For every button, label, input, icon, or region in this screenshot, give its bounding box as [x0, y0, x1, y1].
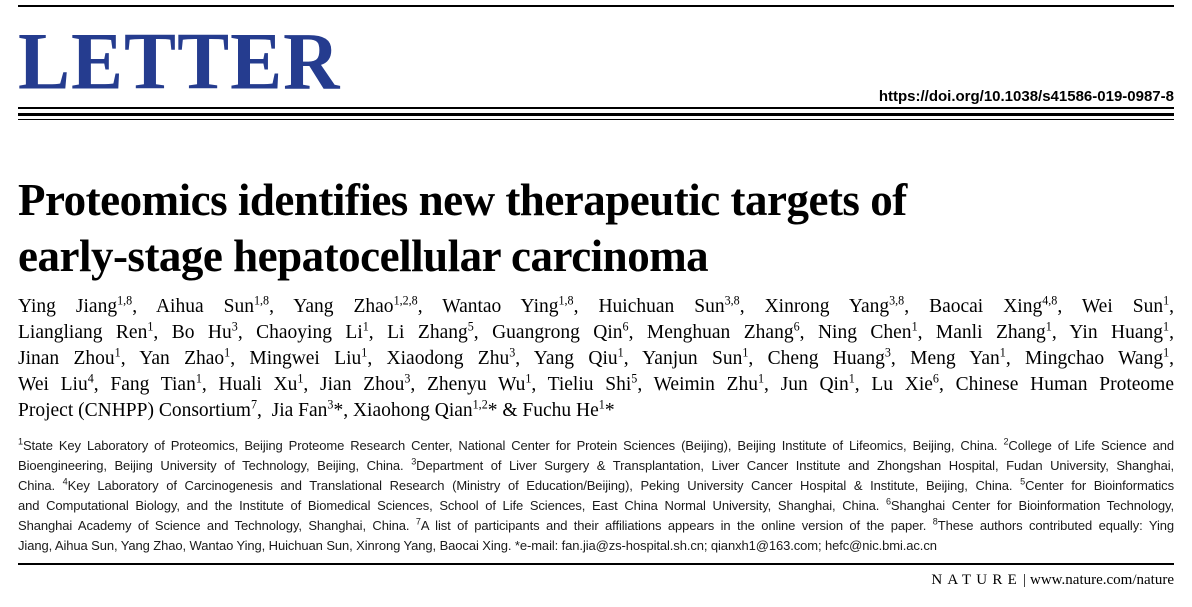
text-line: Wei Liu4, Fang Tian1, Huali Xu1, Jian Zh…	[18, 371, 1175, 395]
journal-name: NATURE	[931, 571, 1022, 588]
text-line: Liangliang Ren1, Bo Hu3, Chaoying Li1, L…	[18, 319, 1174, 343]
text-line: 1State Key Laboratory of Proteomics, Bei…	[18, 436, 1175, 453]
text-line: Jinan Zhou1, Yan Zhao1, Mingwei Liu1, Xi…	[18, 345, 1175, 369]
section-label: LETTER	[18, 15, 341, 107]
text-line: Jiang, Aihua Sun, Yang Zhao, Wantao Ying…	[18, 538, 937, 553]
page-footer: NATURE| www.nature.com/nature	[18, 571, 1174, 589]
text-line: Project (CNHPP) Consortium7, Jia Fan3*, …	[18, 397, 615, 421]
footer-url[interactable]: www.nature.com/nature	[1030, 571, 1174, 588]
rule-thin-top	[18, 107, 1174, 109]
affiliations: 1State Key Laboratory of Proteomics, Bei…	[18, 436, 1174, 556]
article-title: Proteomics identifies new therapeutic ta…	[18, 172, 1174, 284]
title-line-1: Proteomics identifies new therapeutic ta…	[18, 175, 907, 225]
header-rules	[18, 107, 1174, 120]
footer-rule	[18, 563, 1174, 565]
masthead: LETTER https://doi.org/10.1038/s41586-01…	[18, 7, 1174, 107]
text-line: and Computational Biology, and the Insti…	[18, 496, 1174, 513]
rule-thick	[18, 112, 1174, 116]
top-rule	[18, 5, 1174, 7]
text-line: China. 4Key Laboratory of Carcinogenesis…	[18, 476, 1174, 493]
text-line: Bioengineering, Beijing University of Te…	[18, 456, 1175, 473]
title-line-2: early-stage hepatocellular carcinoma	[18, 231, 709, 281]
text-line: Ying Jiang1,8, Aihua Sun1,8, Yang Zhao1,…	[18, 293, 1174, 317]
article-page: LETTER https://doi.org/10.1038/s41586-01…	[0, 5, 1192, 607]
rule-thin-bottom	[18, 118, 1174, 120]
text-line: Shanghai Academy of Science and Technolo…	[18, 516, 1174, 533]
footer-separator: |	[1023, 571, 1027, 588]
author-list: Ying Jiang1,8, Aihua Sun1,8, Yang Zhao1,…	[18, 294, 1174, 424]
doi-link[interactable]: https://doi.org/10.1038/s41586-019-0987-…	[878, 88, 1174, 105]
